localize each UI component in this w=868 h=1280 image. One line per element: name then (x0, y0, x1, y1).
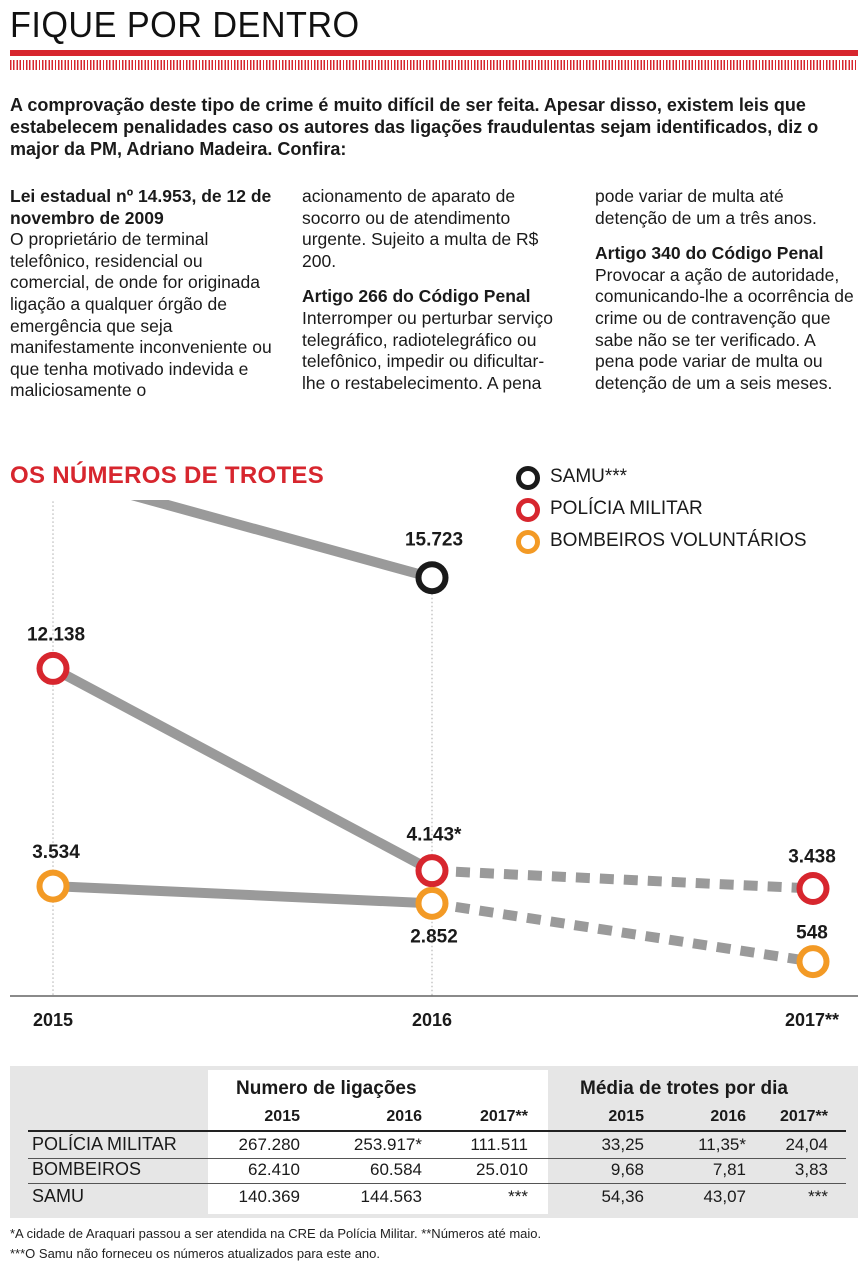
table-year-header: 2016 (386, 1108, 422, 1125)
table-cell: 43,07 (703, 1187, 746, 1206)
table-cell: 111.511 (470, 1135, 528, 1154)
table-cell: *** (808, 1187, 828, 1206)
line-chart: 19.84515.72312.1384.143*3.4383.5342.8525… (10, 500, 858, 1030)
x-tick-label: 2016 (412, 1010, 452, 1030)
series-segment (50, 663, 435, 876)
legend-ring-policia (516, 498, 540, 522)
table-group-media: Média de trotes por dia (580, 1078, 788, 1099)
legend-label-policia: POLÍCIA MILITAR (550, 498, 703, 519)
law-title-artigo-266: Artigo 266 do Código Penal (302, 286, 531, 307)
table-cell: 11,35* (698, 1135, 746, 1154)
table-year-header: 2017** (479, 1108, 528, 1125)
table-row-label: SAMU (32, 1186, 85, 1206)
data-point (415, 886, 449, 920)
data-label: 4.143* (407, 825, 463, 846)
data-label: 548 (796, 923, 828, 944)
law-text-estadual: O proprietário de terminal telefônico, r… (10, 229, 272, 401)
series-segment (431, 865, 814, 894)
table-group-ligacoes: Numero de ligações (236, 1078, 417, 1099)
table-highlight-panel (208, 1070, 548, 1214)
table-row: BOMBEIROS 62.410 60.584 25.010 9,68 7,81 3,83 (28, 1157, 846, 1184)
data-label: 3.534 (32, 842, 80, 863)
striped-divider (10, 60, 858, 70)
data-point (796, 945, 830, 979)
table-cell: 33,25 (601, 1135, 644, 1154)
table-cell: 267.280 (238, 1135, 300, 1154)
table-cell: 54,36 (601, 1187, 644, 1206)
chart-title: OS NÚMEROS DE TROTES (10, 462, 325, 489)
table-cell: 9,68 (610, 1160, 644, 1179)
table-year-header: 2016 (710, 1108, 746, 1125)
table-cell: 60.584 (370, 1160, 422, 1179)
footnote-1: *A cidade de Araquari passou a ser atend… (10, 1226, 542, 1241)
table-cell: 24,04 (785, 1135, 828, 1154)
page-title: FIQUE POR DENTRO (10, 4, 360, 45)
data-point (796, 872, 830, 906)
law-text-estadual-cont: acionamento de aparato de socorro ou de … (302, 186, 539, 271)
table-cell: *** (508, 1187, 528, 1206)
table-cell: 25.010 (476, 1160, 528, 1179)
law-text-artigo-266: Interromper ou perturbar serviço telegrá… (302, 307, 553, 393)
table-cell: 7,81 (712, 1160, 746, 1179)
table-cell: 3,83 (794, 1160, 828, 1179)
legend-ring-samu (516, 466, 540, 490)
table-year-header: 2015 (608, 1108, 644, 1125)
data-label: 3.438 (788, 847, 836, 868)
table-row: SAMU 140.369 144.563 *** 54,36 43,07 *** (28, 1184, 846, 1210)
intro-paragraph: A comprovação deste tipo de crime é muit… (10, 95, 819, 159)
data-label: 2.852 (410, 926, 458, 947)
data-label: 15.723 (405, 530, 463, 551)
title-underline (10, 50, 858, 56)
table-cell: 62.410 (248, 1160, 300, 1179)
legend-label-samu: SAMU*** (550, 466, 628, 487)
law-text-artigo-266-cont: pode variar de multa até detenção de um … (595, 186, 817, 228)
data-point (415, 854, 449, 888)
data-table: Numero de ligações Média de trotes por d… (10, 1066, 858, 1218)
table-year-header: 2015 (264, 1108, 300, 1125)
series-segment (130, 500, 434, 583)
law-column-3: pode variar de multa até detenção de um … (595, 186, 857, 394)
law-title-artigo-340: Artigo 340 do Código Penal (595, 243, 824, 264)
table-year-header: 2017** (779, 1108, 828, 1125)
table-cell: 140.369 (238, 1187, 300, 1206)
legend-ring-bombeiros (516, 530, 540, 554)
x-tick-label: 2017** (785, 1010, 839, 1030)
table-row: POLÍCIA MILITAR 267.280 253.917* 111.511 33,… (28, 1130, 846, 1159)
data-label: 12.138 (27, 624, 85, 645)
data-point (36, 651, 70, 685)
law-column-1: Lei estadual nº 14.953, de 12 de novembr… (10, 186, 272, 402)
data-point (415, 561, 449, 595)
law-column-2: acionamento de aparato de socorro ou de … (302, 186, 560, 394)
table-cell: 144.563 (360, 1187, 422, 1206)
table-cell: 253.917* (353, 1135, 422, 1154)
table-row-label: POLÍCIA MILITAR (32, 1134, 177, 1154)
law-text-artigo-340: Provocar a ação de autoridade, comunican… (595, 264, 854, 393)
footnote-2: ***O Samu não forneceu os números atuali… (10, 1246, 381, 1261)
data-point (36, 869, 70, 903)
legend-label-bombeiros: BOMBEIROS VOLUNTÁRIOS (550, 530, 807, 551)
table-row-label: BOMBEIROS (32, 1159, 142, 1179)
series-segment (52, 881, 433, 909)
law-title-estadual: Lei estadual nº 14.953, de 12 de novembr… (10, 186, 272, 228)
x-tick-label: 2015 (33, 1010, 73, 1030)
series-segment (431, 898, 814, 967)
